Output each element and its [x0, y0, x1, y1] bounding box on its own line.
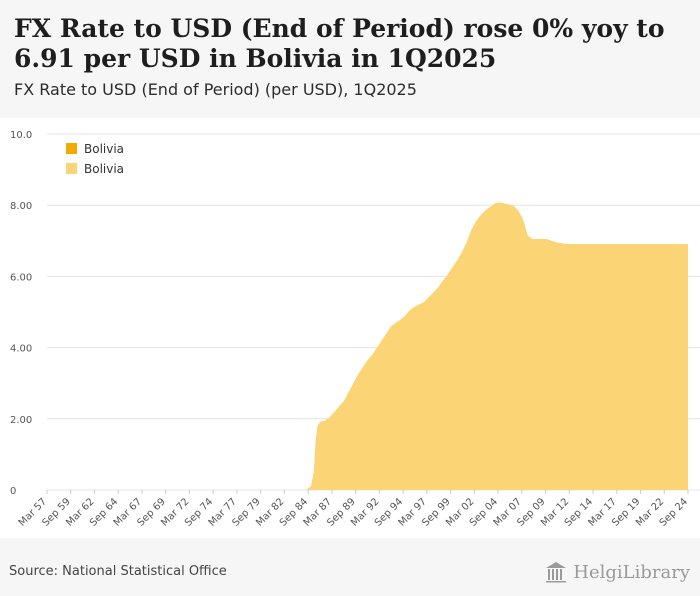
brand-logo[interactable]: HelgiLibrary: [544, 561, 690, 583]
chart-plot-area: 0 2.00 4.00 6.00 8.00 10.0 Mar 57 Sep 59 Mar 62 S…: [0, 118, 700, 538]
y-tick-label: 6.00: [10, 272, 32, 283]
y-tick-label: 10.0: [10, 130, 32, 141]
legend-label: Bolivia: [84, 162, 124, 176]
y-tick-label: 0: [10, 486, 16, 497]
legend-swatch: [66, 143, 77, 154]
library-icon: [546, 562, 567, 583]
y-tick-label: 4.00: [10, 344, 32, 355]
y-tick-label: 2.00: [10, 415, 32, 426]
brand-name: HelgiLibrary: [573, 561, 690, 583]
legend-label: Bolivia: [84, 142, 124, 156]
series-area-bolivia: [47, 202, 688, 490]
chart-headline: FX Rate to USD (End of Period) rose 0% y…: [14, 14, 665, 73]
legend-swatch: [66, 163, 77, 174]
chart-subtitle: FX Rate to USD (End of Period) (per USD)…: [14, 80, 417, 99]
y-tick-label: 8.00: [10, 201, 32, 212]
source-note: Source: National Statistical Office: [9, 564, 227, 579]
